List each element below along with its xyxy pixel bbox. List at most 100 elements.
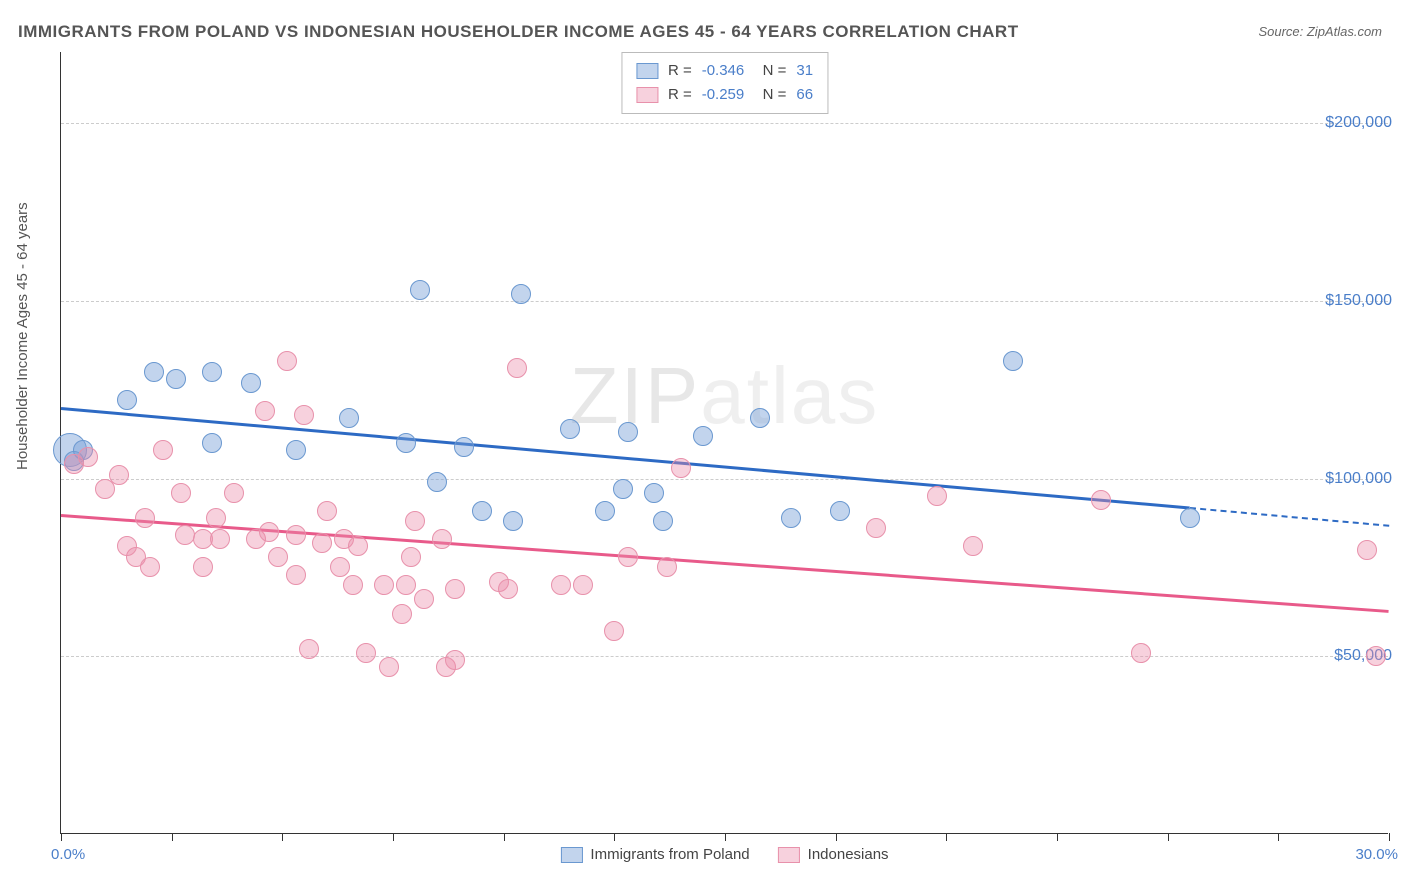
grid-line [61,123,1388,124]
scatter-point [1366,646,1386,666]
scatter-point [255,401,275,421]
x-tick [725,833,726,841]
grid-line [61,479,1388,480]
scatter-point [117,536,137,556]
scatter-point [294,405,314,425]
y-tick-label: $100,000 [1325,470,1392,488]
scatter-point [299,639,319,659]
scatter-point [286,565,306,585]
scatter-point [613,479,633,499]
grid-line [61,656,1388,657]
scatter-point [927,486,947,506]
scatter-point [472,501,492,521]
scatter-point [206,508,226,528]
x-tick [282,833,283,841]
scatter-point [1091,490,1111,510]
x-tick [836,833,837,841]
scatter-point [781,508,801,528]
scatter-point [175,525,195,545]
scatter-point [405,511,425,531]
scatter-point [144,362,164,382]
scatter-point [1180,508,1200,528]
scatter-point [286,440,306,460]
scatter-point [507,358,527,378]
source-attribution: Source: ZipAtlas.com [1258,24,1382,39]
x-tick [393,833,394,841]
scatter-point [511,284,531,304]
legend-r-value: -0.346 [702,59,745,83]
scatter-point [503,511,523,531]
scatter-point [202,433,222,453]
legend-n-label: N = [754,83,786,107]
scatter-point [153,440,173,460]
grid-line [61,301,1388,302]
scatter-point [166,369,186,389]
scatter-point [498,579,518,599]
scatter-point [604,621,624,641]
scatter-point [657,557,677,577]
y-tick-label: $200,000 [1325,114,1392,132]
scatter-point [396,575,416,595]
scatter-point [671,458,691,478]
scatter-point [140,557,160,577]
legend-n-value: 66 [796,83,813,107]
x-tick [614,833,615,841]
legend-r-label: R = [668,83,692,107]
scatter-point [653,511,673,531]
scatter-point [356,643,376,663]
scatter-point [259,522,279,542]
scatter-point [117,390,137,410]
legend-swatch [560,847,582,863]
legend-n-label: N = [754,59,786,83]
scatter-point [401,547,421,567]
scatter-point [1003,351,1023,371]
scatter-point [171,483,191,503]
scatter-point [193,557,213,577]
series-legend: Immigrants from PolandIndonesians [560,846,888,863]
trend-line-extrapolated [1190,507,1389,527]
scatter-point [348,536,368,556]
scatter-point [414,589,434,609]
legend-n-value: 31 [796,59,813,83]
scatter-point [224,483,244,503]
watermark: ZIPatlas [570,350,879,442]
legend-row: R = -0.259 N = 66 [636,83,813,107]
scatter-point [595,501,615,521]
scatter-point [618,547,638,567]
scatter-point [963,536,983,556]
scatter-point [396,433,416,453]
scatter-point [392,604,412,624]
scatter-point [317,501,337,521]
scatter-point [286,525,306,545]
scatter-point [693,426,713,446]
scatter-point [427,472,447,492]
scatter-point [454,437,474,457]
x-tick [504,833,505,841]
x-tick [1389,833,1390,841]
legend-r-label: R = [668,59,692,83]
scatter-point [330,557,350,577]
correlation-legend: R = -0.346 N = 31R = -0.259 N = 66 [621,52,828,114]
scatter-point [560,419,580,439]
scatter-point [573,575,593,595]
y-axis-label: Householder Income Ages 45 - 64 years [14,202,31,470]
scatter-point [551,575,571,595]
legend-row: R = -0.346 N = 31 [636,59,813,83]
x-tick [172,833,173,841]
watermark-thin: atlas [700,351,879,440]
legend-label: Indonesians [808,846,889,863]
scatter-point [268,547,288,567]
x-tick [1278,833,1279,841]
scatter-point [78,447,98,467]
legend-item: Indonesians [778,846,889,863]
scatter-point [432,529,452,549]
scatter-point [339,408,359,428]
scatter-point [830,501,850,521]
y-tick-label: $150,000 [1325,292,1392,310]
legend-swatch [636,63,658,79]
x-tick [1057,833,1058,841]
scatter-point [135,508,155,528]
legend-r-value: -0.259 [702,83,745,107]
chart-title: IMMIGRANTS FROM POLAND VS INDONESIAN HOU… [18,22,1019,42]
x-axis-min-label: 0.0% [51,846,85,863]
